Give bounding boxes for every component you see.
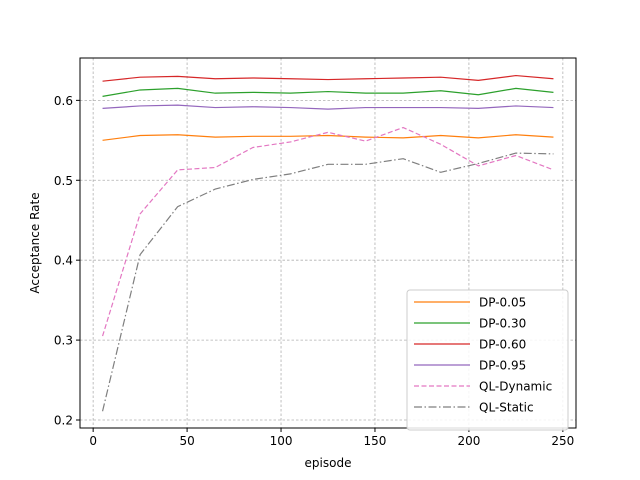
legend-label: DP-0.95 [479,359,526,373]
y-tick-label: 0.5 [54,174,73,188]
x-tick-label: 200 [457,434,480,448]
x-tick-label: 100 [270,434,293,448]
plot-frame [79,57,577,429]
series-line-dp-0.60 [102,74,554,82]
series-line-dp-0.05 [102,134,554,141]
x-tick-label: 0 [89,434,97,448]
legend-label: DP-0.30 [479,317,526,331]
legend-label: QL-Dynamic [479,380,552,394]
legend: DP-0.05 DP-0.30 DP-0.60 DP-0.95 QL-Dynamic QL… [406,289,569,431]
x-tick-label: 250 [551,434,574,448]
x-tick-label: 50 [179,434,194,448]
series-line-ql-dynamic [101,126,554,337]
y-tick-label: 0.4 [54,254,73,268]
y-tick-label: 0.6 [54,94,73,108]
x-axis-label: episode [305,456,352,470]
legend-label: DP-0.60 [479,338,526,352]
axis-ticks: 0 50 100 150 200 250 0.2 0.3 0.4 0.5 0.6 [54,94,574,448]
y-axis-label: Acceptance Rate [28,192,42,293]
series-line-ql-static [101,152,554,412]
series-lines [101,74,554,412]
legend-label: DP-0.05 [479,296,526,310]
y-tick-label: 0.2 [54,414,73,428]
series-line-dp-0.95 [102,104,554,110]
x-tick-label: 150 [364,434,387,448]
y-tick-label: 0.3 [54,334,73,348]
series-line-dp-0.30 [102,87,554,97]
legend-label: QL-Static [479,401,534,415]
legend-box [406,289,569,431]
